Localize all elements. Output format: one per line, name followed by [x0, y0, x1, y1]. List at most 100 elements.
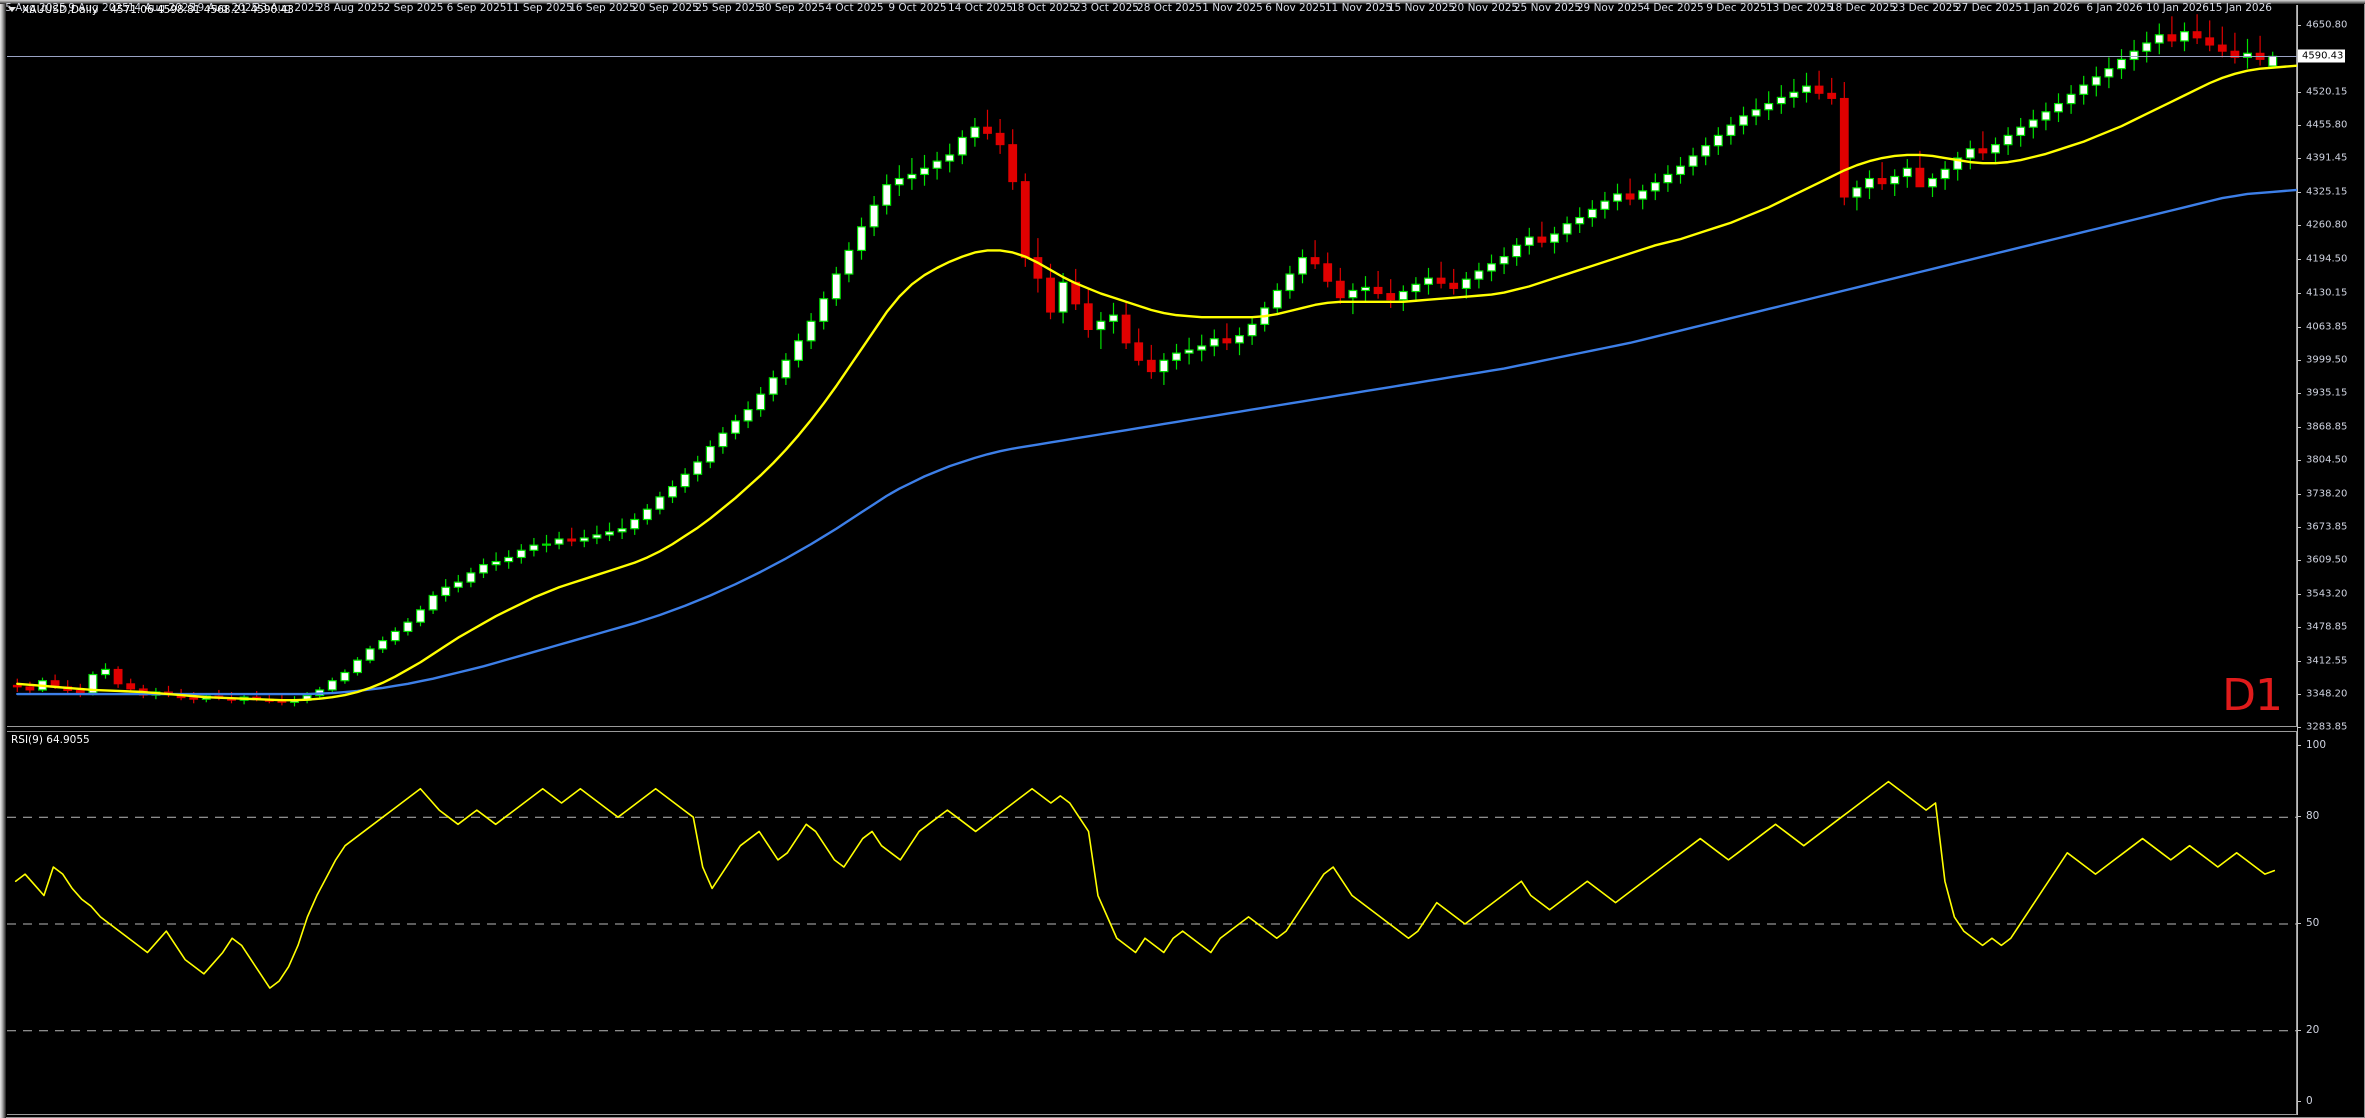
price-tick-label: 4194.50 [2306, 253, 2348, 265]
date-axis-label: 15 Jan 2026 [2209, 2, 2272, 14]
price-tick-mark [2297, 626, 2301, 628]
rsi-tick-mark [2297, 1029, 2301, 1031]
price-chart-pane[interactable]: D1 [7, 5, 2297, 727]
date-axis-label: 1 Jan 2026 [2023, 2, 2080, 14]
date-axis-label: 6 Nov 2025 [1265, 2, 1326, 14]
date-axis-label: 11 Sep 2025 [506, 2, 573, 14]
price-tick-mark [2297, 259, 2301, 261]
date-axis-label: 28 Aug 2025 [316, 2, 385, 14]
date-axis-label: 23 Dec 2025 [1891, 2, 1960, 14]
date-axis-label: 30 Sep 2025 [758, 2, 825, 14]
price-tick-label: 3673.85 [2306, 521, 2348, 533]
price-tick-label: 4260.80 [2306, 219, 2348, 231]
price-tick-label: 3738.20 [2306, 488, 2348, 500]
date-axis-label: 23 Aug 2025 [253, 2, 322, 14]
price-tick-label: 4650.80 [2306, 19, 2348, 31]
price-tick-mark [2297, 459, 2301, 461]
window-top-chrome [0, 0, 2365, 4]
current-price-line [7, 56, 2297, 58]
date-axis-label: 9 Oct 2025 [888, 2, 947, 14]
date-axis-label: 11 Nov 2025 [1324, 2, 1393, 14]
timeframe-watermark: D1 [2222, 670, 2283, 721]
symbol-timeframe-label: XAUUSD,Daily [22, 3, 99, 16]
price-tick-mark [2297, 694, 2301, 695]
rsi-tick-mark [2297, 1101, 2301, 1102]
price-tick-label: 3935.15 [2306, 387, 2348, 399]
date-axis-label: 16 Sep 2025 [569, 2, 636, 14]
price-tick-label: 3478.85 [2306, 621, 2348, 633]
price-tick-mark [2297, 225, 2301, 227]
date-axis-label: 5 Aug 2025 [5, 2, 66, 14]
ohlc-values-label: 4571.06 4598.81 4568.21 4590.43 [110, 3, 294, 16]
rsi-chart-canvas [7, 780, 2297, 1032]
window-left-chrome [0, 0, 6, 1118]
date-axis-label: 4 Oct 2025 [825, 2, 884, 14]
triangle-down-icon[interactable] [8, 7, 16, 12]
price-tick-label: 3412.55 [2306, 655, 2348, 667]
date-axis-label: 18 Oct 2025 [1011, 2, 1076, 14]
price-tick-mark [2297, 493, 2301, 495]
date-axis-label: 6 Jan 2026 [2086, 2, 2143, 14]
rsi-tick-mark [2297, 923, 2301, 924]
date-axis-label: 9 Aug 2025 [68, 2, 129, 14]
price-tick-mark [2297, 326, 2301, 328]
price-tick-label: 3999.50 [2306, 354, 2348, 365]
rsi-tick-label: 80 [2306, 810, 2320, 823]
date-axis-label: 29 Nov 2025 [1576, 2, 1645, 14]
price-tick-mark [2297, 526, 2301, 528]
date-axis-label: 4 Dec 2025 [1643, 2, 1704, 14]
date-axis-label: 6 Sep 2025 [446, 2, 507, 14]
price-tick-label: 4325.15 [2306, 186, 2348, 198]
date-axis-label: 15 Nov 2025 [1387, 2, 1456, 14]
price-tick-mark [2297, 125, 2301, 127]
date-axis-label: 9 Dec 2025 [1706, 2, 1767, 14]
date-axis-label: 23 Oct 2025 [1074, 2, 1139, 14]
price-tick-mark [2297, 426, 2301, 428]
date-axis-label: 2 Sep 2025 [383, 2, 444, 14]
rsi-indicator-pane[interactable]: RSI(9) 64.9055 [7, 731, 2297, 1115]
date-axis-label: 25 Sep 2025 [695, 2, 762, 14]
date-axis-label: 1 Nov 2025 [1202, 2, 1263, 14]
date-axis-label: 14 Oct 2025 [948, 2, 1013, 14]
date-axis-label: 13 Dec 2025 [1765, 2, 1834, 14]
price-tick-label: 4455.80 [2306, 119, 2348, 131]
price-tick-mark [2297, 192, 2301, 194]
rsi-scale: 100 80 50 20 0 [2297, 731, 2363, 1115]
price-tick-mark [2297, 727, 2301, 728]
price-tick-mark [2297, 25, 2301, 27]
price-tick-label: 3868.85 [2306, 421, 2348, 433]
price-tick-label: 3609.50 [2306, 554, 2348, 566]
price-tick-mark [2297, 559, 2301, 561]
scale-separator [2297, 5, 2298, 1115]
price-tick-label: 4391.45 [2306, 152, 2348, 164]
price-scale[interactable]: 4650.80 4520.15 4455.80 4391.45 4325.15 4260.… [2297, 5, 2363, 733]
rsi-tick-mark [2297, 816, 2301, 818]
date-axis-label: 25 Nov 2025 [1513, 2, 1582, 14]
price-tick-mark [2297, 359, 2301, 361]
price-tick-mark [2297, 392, 2301, 394]
chart-titlebar: XAUUSD,Daily 4571.06 4598.81 4568.21 459… [8, 3, 294, 16]
date-axis[interactable]: 5 Aug 2025 9 Aug 2025 14 Aug 2025 19 Aug 20… [0, 0, 2356, 18]
date-axis-label: 20 Nov 2025 [1450, 2, 1519, 14]
date-axis-label: 28 Oct 2025 [1137, 2, 1202, 14]
date-axis-label: 20 Sep 2025 [632, 2, 699, 14]
price-tick-label: 4130.15 [2306, 287, 2348, 298]
date-axis-label: 14 Aug 2025 [127, 2, 196, 14]
date-axis-label: 10 Jan 2026 [2146, 2, 2209, 14]
price-tick-label: 4063.85 [2306, 321, 2348, 332]
price-tick-label: 4520.15 [2306, 86, 2348, 98]
date-axis-label: 27 Dec 2025 [1954, 2, 2023, 14]
rsi-label: RSI(9) 64.9055 [11, 734, 90, 746]
price-chart-canvas [12, 14, 2297, 707]
rsi-tick-label: 20 [2306, 1023, 2320, 1036]
price-tick-label: 3804.50 [2306, 454, 2348, 466]
date-axis-label: 18 Dec 2025 [1828, 2, 1897, 14]
price-tick-mark [2297, 158, 2301, 160]
price-tick-mark [2297, 660, 2301, 662]
rsi-tick-mark [2297, 745, 2301, 746]
price-tick-label: 3283.85 [2306, 721, 2348, 733]
price-tick-label: 3348.20 [2306, 688, 2348, 700]
price-tick-mark [2297, 292, 2301, 294]
price-tick-mark [2297, 593, 2301, 595]
